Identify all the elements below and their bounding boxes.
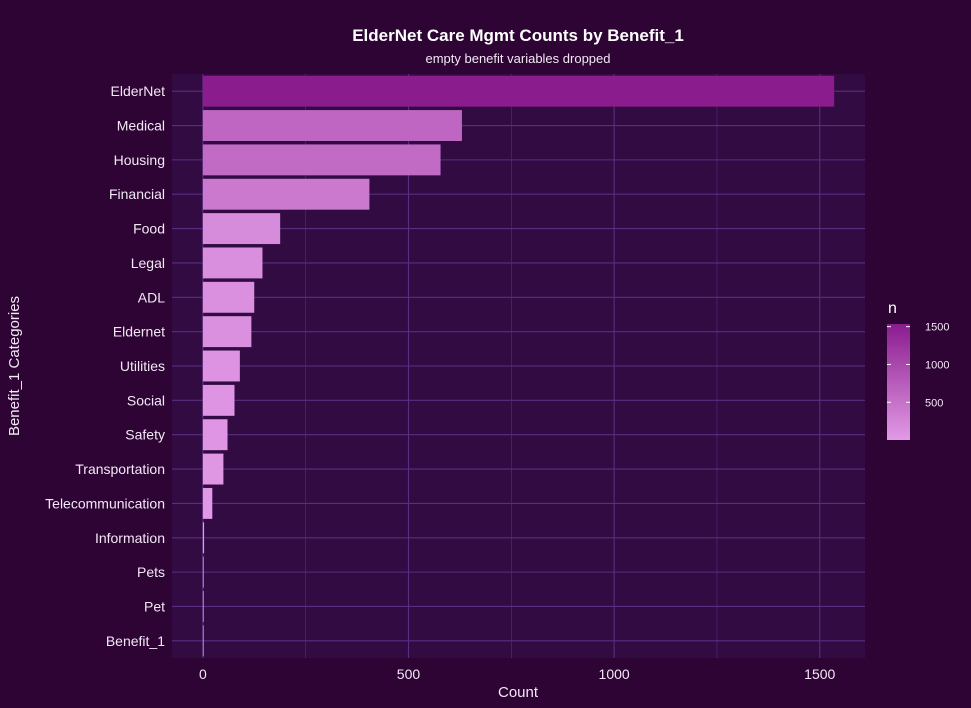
x-tick-label: 500: [397, 666, 421, 682]
legend-ticks: 500 1000 1500: [887, 322, 949, 409]
category-label: Social: [127, 392, 165, 408]
category-label: Benefit_1: [106, 633, 165, 649]
color-legend: n 500 1000 1500: [887, 300, 949, 440]
category-label: Financial: [109, 186, 165, 202]
category-label: ElderNet: [111, 83, 166, 99]
bar-financial: [202, 178, 370, 210]
legend-colorbar: [887, 324, 910, 440]
bar-eldernet: [202, 316, 252, 348]
category-label: Information: [95, 530, 165, 546]
x-tick-label: 0: [199, 666, 207, 682]
bars: [202, 75, 835, 657]
x-axis-ticks: 0 500 1000 1500: [199, 666, 836, 682]
bar-benefit-1: [202, 625, 204, 657]
category-label: Transportation: [75, 461, 165, 477]
bar-legal: [202, 247, 263, 279]
bar-pets: [202, 556, 204, 588]
category-label: Safety: [125, 427, 165, 443]
legend-tick-label: 1500: [925, 322, 949, 334]
category-label: Housing: [114, 152, 165, 168]
y-axis-label: Benefit_1 Categories: [6, 296, 23, 436]
bar-food: [202, 213, 281, 245]
category-label: Telecommunication: [45, 495, 165, 511]
bar-pet: [202, 591, 204, 622]
category-label: Pet: [144, 598, 165, 614]
bar-medical: [202, 110, 462, 141]
bar-telecommunication: [202, 487, 213, 519]
bar-utilities: [202, 350, 240, 382]
chart-title: ElderNet Care Mgmt Counts by Benefit_1: [352, 26, 684, 45]
x-tick-label: 1500: [804, 666, 835, 682]
category-label: Medical: [117, 118, 165, 134]
bar-adl: [202, 281, 255, 313]
legend-tick-label: 1000: [925, 359, 949, 371]
bar-information: [202, 522, 205, 554]
legend-tick-label: 500: [925, 397, 943, 409]
x-tick-label: 1000: [599, 666, 630, 682]
bar-eldernet: [202, 75, 835, 107]
x-axis-label: Count: [498, 684, 539, 701]
bar-transportation: [202, 453, 224, 485]
category-label: Utilities: [120, 358, 165, 374]
category-label: Pets: [137, 564, 165, 580]
category-label: ADL: [138, 289, 165, 305]
category-labels: ElderNet Medical Housing Financial Food Legal…: [45, 83, 165, 649]
category-label: Eldernet: [113, 324, 165, 340]
bar-safety: [202, 419, 228, 451]
chart-subtitle: empty benefit variables dropped: [425, 51, 610, 66]
bar-social: [202, 384, 235, 416]
category-label: Legal: [131, 255, 165, 271]
category-label: Food: [133, 221, 165, 237]
bar-housing: [202, 144, 441, 176]
legend-title: n: [888, 300, 897, 317]
